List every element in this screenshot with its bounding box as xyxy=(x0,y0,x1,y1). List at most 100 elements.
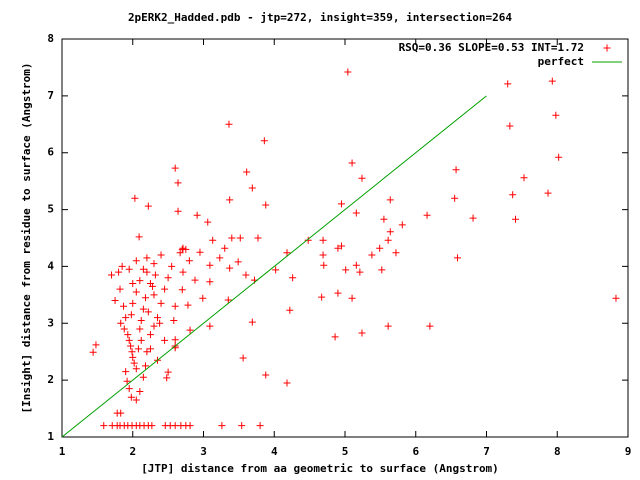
point xyxy=(116,285,124,293)
x-tick-label: 5 xyxy=(342,445,349,458)
point xyxy=(134,345,142,353)
point xyxy=(143,268,151,276)
point xyxy=(185,257,193,265)
point xyxy=(286,306,294,314)
point xyxy=(191,276,199,284)
point xyxy=(206,278,214,286)
point xyxy=(125,336,133,344)
point xyxy=(129,279,137,287)
point xyxy=(272,266,280,274)
point xyxy=(248,318,256,326)
point xyxy=(148,422,156,430)
point xyxy=(132,365,140,373)
y-tick-label: 6 xyxy=(47,146,54,159)
point xyxy=(209,236,217,244)
x-tick-label: 3 xyxy=(200,445,207,458)
point xyxy=(132,396,140,404)
point xyxy=(164,274,172,282)
point xyxy=(117,319,125,327)
point xyxy=(139,265,147,273)
y-tick-label: 7 xyxy=(47,89,54,102)
point xyxy=(225,120,233,128)
point xyxy=(384,236,392,244)
point xyxy=(129,353,137,361)
point xyxy=(512,215,520,223)
point xyxy=(171,302,179,310)
point xyxy=(452,166,460,174)
point xyxy=(139,305,147,313)
point xyxy=(376,244,384,252)
point xyxy=(206,261,214,269)
point xyxy=(289,274,297,282)
point xyxy=(256,422,264,430)
point xyxy=(380,215,388,223)
point xyxy=(304,236,312,244)
point xyxy=(228,234,236,242)
y-axis-label: [Insight] distance from residue to surfa… xyxy=(20,63,33,414)
point xyxy=(120,325,128,333)
point xyxy=(170,316,178,324)
point xyxy=(337,242,345,250)
x-tick-label: 4 xyxy=(271,445,278,458)
point xyxy=(504,80,512,88)
point xyxy=(128,348,136,356)
point xyxy=(242,271,250,279)
point xyxy=(171,164,179,172)
y-tick-label: 5 xyxy=(47,203,54,216)
point xyxy=(111,297,119,305)
point xyxy=(331,333,339,341)
point xyxy=(89,348,97,356)
point xyxy=(221,244,229,252)
point xyxy=(260,137,268,145)
point xyxy=(544,189,552,197)
point xyxy=(239,354,247,362)
point xyxy=(168,262,176,270)
point xyxy=(342,266,350,274)
point xyxy=(154,314,162,322)
point xyxy=(100,422,108,430)
point xyxy=(319,236,327,244)
point xyxy=(174,179,182,187)
point xyxy=(137,316,145,324)
point xyxy=(234,258,242,266)
point xyxy=(141,294,149,302)
point xyxy=(348,294,356,302)
point xyxy=(127,342,135,350)
point xyxy=(506,122,514,130)
point xyxy=(144,202,152,210)
point xyxy=(358,174,366,182)
point xyxy=(368,251,376,259)
point xyxy=(120,302,128,310)
point xyxy=(262,371,270,379)
point xyxy=(358,329,366,337)
point xyxy=(283,249,291,257)
point xyxy=(206,322,214,330)
x-tick-label: 9 xyxy=(625,445,632,458)
point xyxy=(378,266,386,274)
legend-label: RSQ=0.36 SLOPE=0.53 INT=1.72 xyxy=(399,41,584,54)
point xyxy=(161,336,169,344)
point xyxy=(144,308,152,316)
point xyxy=(196,248,204,256)
point xyxy=(129,299,137,307)
point xyxy=(92,341,100,349)
point xyxy=(149,282,157,290)
point xyxy=(552,111,560,119)
point xyxy=(337,200,345,208)
point xyxy=(186,326,194,334)
point xyxy=(348,159,356,167)
point xyxy=(386,196,394,204)
point xyxy=(117,409,125,417)
point xyxy=(171,336,179,344)
point xyxy=(193,211,201,219)
y-tick-label: 1 xyxy=(47,430,54,443)
point xyxy=(555,153,563,161)
point xyxy=(131,194,139,202)
point xyxy=(150,260,158,268)
point xyxy=(127,311,135,319)
point xyxy=(136,325,144,333)
point xyxy=(150,322,158,330)
x-axis-label: [JTP] distance from aa geometric to surf… xyxy=(141,462,499,475)
point xyxy=(334,289,342,297)
y-tick-label: 4 xyxy=(47,259,54,272)
